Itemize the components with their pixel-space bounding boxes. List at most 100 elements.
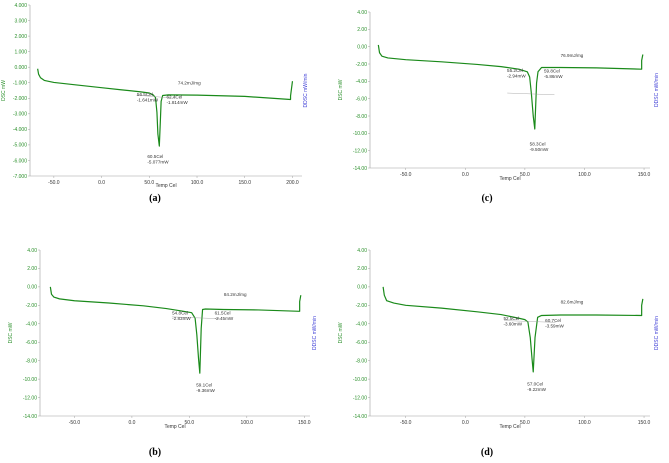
y-tick-label: 0.00 xyxy=(27,285,37,291)
peak-annotation: 55.2Cel xyxy=(507,68,523,73)
peak-annotation: -3.60mW xyxy=(503,322,522,327)
dsc-chart-d: 4.00 2.00 0.00 -2.00 -4.00 -6.00 -8.00 -10.00 -1… xyxy=(338,248,660,430)
y-tick-label: -10.00 xyxy=(353,131,367,137)
dsc-curve xyxy=(377,44,644,130)
dsc-curve xyxy=(49,286,302,374)
y-tick-label: -4.00 xyxy=(26,322,38,328)
y-tick-label: 4.00 xyxy=(357,10,367,16)
peak-annotation: 61.5Cel xyxy=(215,311,231,316)
x-tick-label: 50.0 xyxy=(184,420,194,426)
y-tick-label: -4.00 xyxy=(356,79,368,85)
y-tick-label: -14.00 xyxy=(353,166,367,172)
dsc-chart-a: 4.000 3.000 2.000 1.000 0.000 -1.000 -2.000 -3.… xyxy=(1,3,309,189)
y-tick-label: 4.00 xyxy=(27,248,37,254)
y-tick-label: -6.00 xyxy=(356,340,368,346)
y-tick-label: -8.00 xyxy=(356,358,368,364)
x-tick-label: 50.0 xyxy=(520,420,530,426)
y-tick-label: -1.000 xyxy=(13,81,27,87)
peak-annotation: -1.641mW xyxy=(137,98,159,103)
y-tick-label: -2.00 xyxy=(26,303,38,309)
peak-annotation: -9.22mW xyxy=(527,387,546,392)
x-axis-label: Temp Cel xyxy=(164,424,185,430)
y-tick-label: -3.000 xyxy=(13,112,27,118)
chart-panel-c: 4.00 2.00 0.00 -2.00 -4.00 -6.00 -8.00 -10.00 -1… xyxy=(330,0,669,190)
y-tick-label: -7.000 xyxy=(13,174,27,180)
y2-axis-label: DDSC mW/min xyxy=(654,316,660,350)
x-tick-label: 150.0 xyxy=(638,172,651,178)
x-tick-label: -50.0 xyxy=(48,180,60,186)
x-tick-label: 50.0 xyxy=(520,172,530,178)
peak-annotation: 82.6mJ/mg xyxy=(561,299,584,304)
y-axis-label: DSC mW xyxy=(338,79,344,100)
y-tick-label: -10.00 xyxy=(23,377,37,383)
peak-annotation: -2.94mW xyxy=(507,73,526,78)
y-tick-label: 0.00 xyxy=(357,44,367,50)
x-tick-label: 150.0 xyxy=(238,180,251,186)
y-tick-label: 4.00 xyxy=(357,248,367,254)
y2-axis-label: DDSC mW/min xyxy=(654,73,660,107)
x-tick-label: 100.0 xyxy=(191,180,204,186)
peak-annotation: 57.0Cel xyxy=(527,382,543,387)
peak-annotation: -5.86mW xyxy=(544,74,563,79)
dsc-curve xyxy=(37,68,294,147)
baseline-tangent xyxy=(171,316,220,319)
x-tick-label: 0.0 xyxy=(128,420,135,426)
caption-b: (b) xyxy=(148,447,162,458)
x-tick-label: 0.0 xyxy=(462,172,469,178)
y-tick-label: -12.00 xyxy=(23,395,37,401)
y-tick-label: 1.000 xyxy=(14,49,27,55)
y-tick-label: -6.000 xyxy=(13,158,27,164)
y-axis-label: DSC mW xyxy=(338,322,344,343)
y-tick-label: 2.00 xyxy=(27,266,37,272)
y-axis-label: DSC mW xyxy=(8,322,14,343)
dsc-chart-b: 4.00 2.00 0.00 -2.00 -4.00 -6.00 -8.00 -10.00 -1… xyxy=(8,248,318,430)
y-tick-label: -2.000 xyxy=(13,96,27,102)
y-tick-label: -14.00 xyxy=(23,414,37,420)
y-tick-label: -14.00 xyxy=(353,414,367,420)
x-tick-label: 150.0 xyxy=(638,420,651,426)
baseline-tangent xyxy=(136,94,176,99)
y-tick-label: -8.00 xyxy=(26,358,38,364)
y-tick-label: -10.00 xyxy=(353,377,367,383)
peak-annotation: 76.9mJ/mg xyxy=(561,53,584,58)
peak-annotation: 60.7Cel xyxy=(545,318,561,323)
x-tick-label: 200.0 xyxy=(286,180,299,186)
x-tick-label: 0.0 xyxy=(98,180,105,186)
chart-panel-b: 4.00 2.00 0.00 -2.00 -4.00 -6.00 -8.00 -10.00 -1… xyxy=(0,232,330,432)
dsc-curve xyxy=(382,286,644,373)
y-tick-label: -4.000 xyxy=(13,127,27,133)
x-axis-label: Temp Cel xyxy=(499,176,520,182)
peak-annotation: -9.36mW xyxy=(196,388,215,393)
peak-annotation: 52.5Cel xyxy=(503,316,519,321)
peak-annotation: -5.077mW xyxy=(147,160,169,165)
y2-axis-label: DDSC mW/min xyxy=(312,316,318,350)
peak-annotation: 62.4Cel xyxy=(166,95,182,100)
peak-annotation: 60.5Cel xyxy=(147,154,163,159)
x-tick-label: -50.0 xyxy=(400,420,412,426)
peak-annotation: 59.8Cel xyxy=(544,69,560,74)
baseline-tangent xyxy=(504,320,556,323)
peak-annotation: 56.5Cel xyxy=(137,92,153,97)
y-tick-label: 2.00 xyxy=(357,266,367,272)
y-tick-label: 2.000 xyxy=(14,34,27,40)
y-tick-label: -8.00 xyxy=(356,114,368,120)
y2-axis-label: DDSC mW/min xyxy=(303,73,309,107)
y-tick-label: -12.00 xyxy=(353,148,367,154)
y-tick-label: 3.000 xyxy=(14,18,27,24)
y-tick-label: 4.000 xyxy=(14,3,27,9)
peak-annotation: -2.83mW xyxy=(172,316,191,321)
y-tick-label: -12.00 xyxy=(353,395,367,401)
peak-annotation: -1.814mW xyxy=(166,100,188,105)
peak-annotation: 74.2mJ/mg xyxy=(178,81,201,86)
peak-annotation: -3.59mW xyxy=(545,323,564,328)
peak-annotation: 58.3Cel xyxy=(530,141,546,146)
caption-c: (c) xyxy=(481,193,493,204)
peak-annotation: -9.50mW xyxy=(530,147,549,152)
y-tick-label: -6.00 xyxy=(26,340,38,346)
x-tick-label: 0.0 xyxy=(462,420,469,426)
y-tick-label: 0.000 xyxy=(14,65,27,71)
y-tick-label: -6.00 xyxy=(356,96,368,102)
peak-annotation: 84.2mJ/mg xyxy=(224,292,247,297)
peak-annotation: -2.45mW xyxy=(215,316,234,321)
x-tick-label: 100.0 xyxy=(241,420,254,426)
